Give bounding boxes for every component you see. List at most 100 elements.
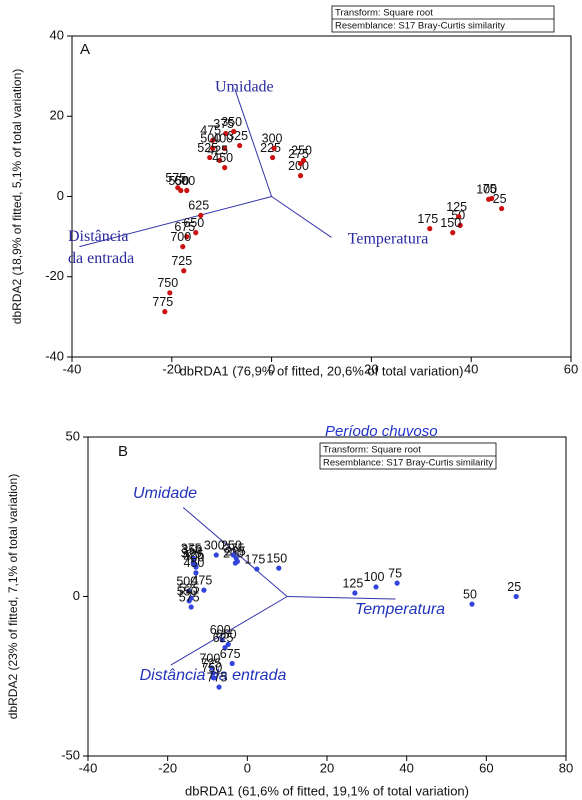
point-label: 625 [213, 631, 234, 645]
point-label: 650 [216, 628, 237, 642]
point [210, 670, 216, 676]
x-tick-label: -20 [158, 760, 177, 775]
y-axis-label: dbRDA2 (23% of fitted, 7,1% of total var… [6, 474, 20, 719]
x-tick-label: 20 [320, 760, 334, 775]
point-label: 225 [225, 545, 246, 559]
point-label: 400 [184, 550, 205, 564]
point-label: 550 [168, 174, 189, 188]
point [198, 212, 204, 218]
point-label: 25 [507, 580, 521, 594]
point [181, 268, 187, 274]
point [513, 593, 519, 600]
point-label: 775 [152, 295, 173, 309]
point-label: 300 [262, 132, 283, 146]
point-label: 575 [165, 171, 186, 185]
point [499, 205, 505, 212]
point-label: 775 [207, 670, 228, 684]
point-label: 450 [212, 151, 233, 165]
point-label: 600 [174, 174, 195, 188]
point-label: 675 [174, 220, 195, 234]
point [188, 604, 194, 610]
point [162, 309, 168, 315]
x-tick-label: -40 [63, 361, 82, 376]
point [223, 130, 229, 137]
point-label: 700 [199, 651, 220, 665]
x-tick-label: -40 [79, 760, 98, 775]
point [456, 213, 462, 220]
y-tick-label: -40 [45, 348, 64, 363]
y-tick-label: 50 [66, 428, 80, 443]
point [225, 641, 231, 647]
x-tick-label: 20 [364, 361, 378, 376]
point [190, 555, 196, 561]
point-label: 475 [200, 124, 221, 138]
vector [182, 507, 288, 597]
vector [234, 88, 273, 197]
y-tick-label: 40 [50, 27, 64, 42]
point-label: 125 [342, 576, 363, 590]
note: Transform: Square root [323, 445, 421, 456]
point [271, 145, 277, 151]
point-label: 725 [171, 254, 192, 268]
point-label: 550 [177, 584, 198, 598]
point-label: 500 [176, 574, 197, 588]
point [193, 570, 199, 576]
point-label: 100 [476, 183, 497, 197]
point-label: 75 [483, 182, 497, 196]
point [184, 187, 190, 194]
vector-label: Umidade [215, 79, 274, 96]
point [373, 584, 379, 590]
point [210, 145, 216, 151]
x-tick-label: 60 [564, 361, 578, 376]
point-label: 25 [493, 192, 507, 206]
vector-label: Temperatura [355, 601, 445, 618]
vector [79, 196, 272, 248]
note: Resemblance: S17 Bray-Curtis similarity [335, 21, 505, 32]
point-label: 625 [188, 199, 209, 213]
point [469, 601, 475, 607]
point [216, 684, 222, 690]
note: Resemblance: S17 Bray-Curtis similarity [323, 458, 493, 469]
point [213, 552, 219, 558]
point-label: 600 [210, 623, 231, 637]
point-label: 300 [204, 538, 225, 552]
y-tick-label: -20 [45, 268, 64, 283]
x-tick-label: 0 [244, 760, 251, 775]
point [207, 154, 213, 161]
point-label: 275 [224, 542, 245, 556]
point [269, 154, 276, 161]
y-tick-label: -50 [61, 747, 80, 762]
point-label: 75 [388, 566, 402, 580]
point-label: 250 [291, 144, 312, 158]
point-label: 325 [181, 546, 202, 560]
point [192, 562, 198, 568]
x-tick-label: -20 [162, 361, 181, 376]
point [209, 665, 215, 671]
point-label: 500 [200, 132, 221, 146]
point-label: 225 [260, 141, 281, 155]
vector-label: Distância da entrada [68, 228, 134, 267]
point [297, 160, 304, 167]
vector-label-line: Distância [68, 228, 128, 245]
point-label: 125 [446, 200, 467, 214]
x-axis-label: dbRDA1 (76,9% of fitted, 20,6% of total … [180, 363, 464, 378]
point-label: 400 [212, 132, 233, 146]
point [457, 222, 463, 228]
x-tick-label: 0 [268, 361, 275, 376]
subtitle: Período chuvoso [325, 423, 438, 440]
point-label: 650 [183, 216, 204, 230]
point-label: 50 [463, 587, 477, 601]
point-label: 175 [244, 552, 265, 566]
point-label: 475 [191, 573, 212, 587]
point-label: 525 [179, 581, 200, 595]
point [186, 588, 192, 594]
point-label: 250 [221, 538, 242, 552]
point-label: 150 [266, 551, 287, 565]
point-label: 175 [417, 212, 438, 226]
vector [271, 196, 332, 238]
point [222, 165, 228, 171]
point [229, 660, 235, 667]
point [201, 587, 207, 593]
point-label: 575 [179, 590, 200, 604]
